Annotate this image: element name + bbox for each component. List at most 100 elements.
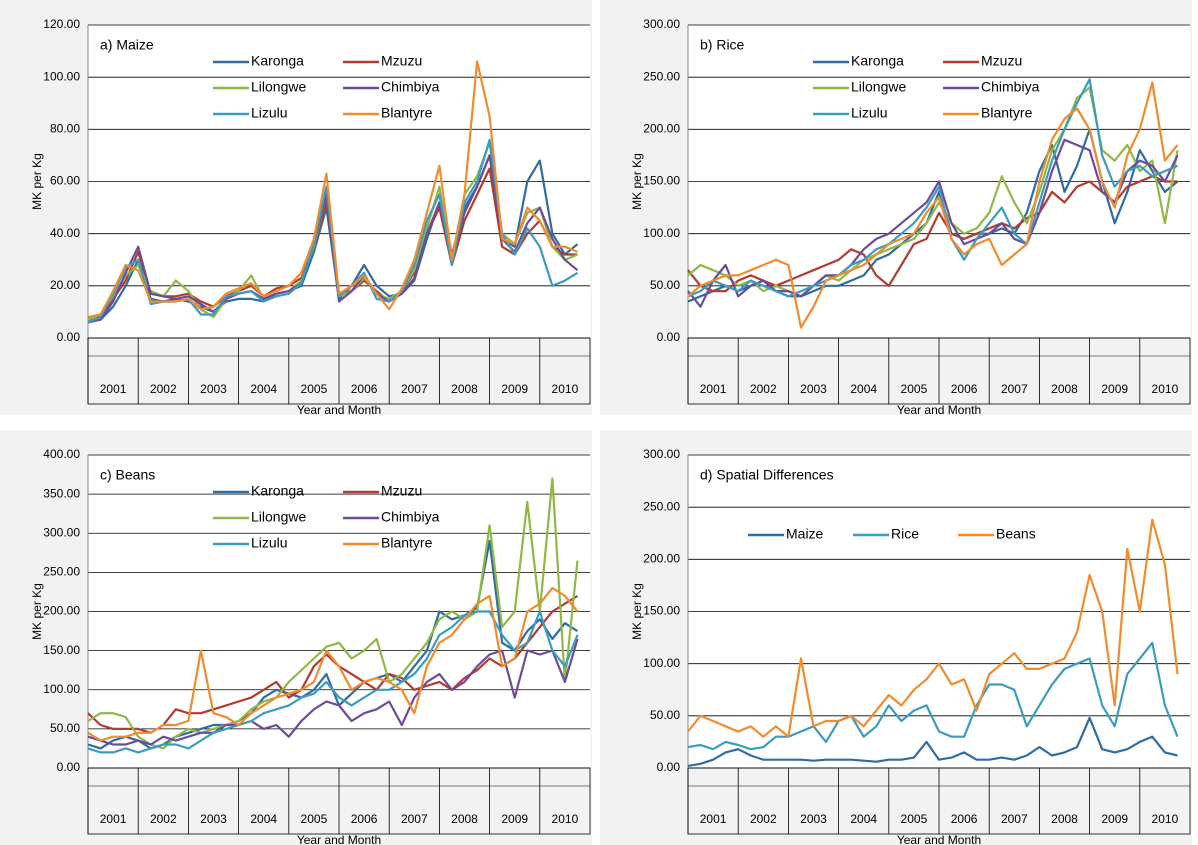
legend-label: Lilongwe <box>251 79 306 95</box>
x-tick-label: 2007 <box>1001 812 1028 826</box>
y-tick-label: 60.00 <box>50 174 80 188</box>
x-tick-label: 2001 <box>100 382 127 396</box>
x-tick-label: 2005 <box>901 812 928 826</box>
y-tick-label: 50.00 <box>50 721 80 735</box>
y-tick-label: 200.00 <box>643 122 680 136</box>
series-line <box>87 477 579 750</box>
y-tick-label: 300.00 <box>43 525 80 539</box>
x-tick-label: 2004 <box>850 382 877 396</box>
series-line <box>87 638 579 746</box>
y-tick-label: 0.00 <box>57 760 81 774</box>
series-line <box>687 138 1179 308</box>
series-line <box>87 594 579 734</box>
x-tick-label: 2003 <box>800 812 827 826</box>
legend-label: Lilongwe <box>851 79 906 95</box>
y-tick-label: 20.00 <box>50 278 80 292</box>
x-tick-label: 2003 <box>200 382 227 396</box>
x-tick-label: 2008 <box>451 812 478 826</box>
x-tick-label: 2005 <box>901 382 928 396</box>
legend-label: Beans <box>996 526 1036 542</box>
y-tick-label: 250.00 <box>643 69 680 83</box>
x-tick-label: 2009 <box>1101 382 1128 396</box>
x-tick-label: 2010 <box>552 812 579 826</box>
series-line <box>687 78 1178 298</box>
x-tick-label: 2002 <box>750 382 777 396</box>
y-axis-title: MK per Kg <box>30 153 44 210</box>
x-tick-label: 2006 <box>351 382 378 396</box>
x-tick-label: 2002 <box>150 812 177 826</box>
legend-label: Maize <box>786 526 824 542</box>
series-line <box>687 641 1179 751</box>
y-tick-label: 100.00 <box>643 656 680 670</box>
y-tick-label: 50.00 <box>650 278 680 292</box>
series-line <box>687 81 1179 329</box>
y-tick-label: 0.00 <box>657 760 681 774</box>
x-tick-label: 2009 <box>1101 812 1128 826</box>
x-tick-label: 2002 <box>750 812 777 826</box>
x-tick-label: 2010 <box>552 382 579 396</box>
x-tick-label: 2006 <box>951 382 978 396</box>
series-line <box>687 716 1178 767</box>
y-axis-title: MK per Kg <box>630 153 644 210</box>
x-axis-title: Year and Month <box>897 833 981 845</box>
x-tick-label: 2005 <box>301 382 328 396</box>
x-tick-label: 2003 <box>200 812 227 826</box>
x-tick-label: 2008 <box>1051 812 1078 826</box>
legend-label: Blantyre <box>381 105 433 121</box>
legend-label: Karonga <box>251 483 304 499</box>
x-tick-label: 2003 <box>800 382 827 396</box>
x-tick-label: 2005 <box>301 812 328 826</box>
x-tick-label: 2004 <box>850 812 877 826</box>
legend-label: Lizulu <box>251 105 288 121</box>
x-tick-label: 2006 <box>351 812 378 826</box>
x-tick-label: 2008 <box>1051 382 1078 396</box>
x-tick-label: 2010 <box>1152 812 1179 826</box>
y-tick-label: 150.00 <box>643 174 680 188</box>
y-tick-label: 250.00 <box>643 499 680 513</box>
legend-label: Lizulu <box>251 535 288 551</box>
x-tick-label: 2004 <box>250 382 277 396</box>
y-tick-label: 150.00 <box>43 643 80 657</box>
x-tick-label: 2010 <box>1152 382 1179 396</box>
y-tick-label: 400.00 <box>43 447 80 461</box>
legend-label: Mzuzu <box>981 53 1022 69</box>
chart-title: a) Maize <box>100 37 154 53</box>
y-tick-label: 50.00 <box>650 708 680 722</box>
y-tick-label: 120.00 <box>43 17 80 31</box>
x-tick-label: 2001 <box>700 812 727 826</box>
legend-label: Blantyre <box>381 535 433 551</box>
series-line <box>87 586 579 742</box>
x-tick-label: 2008 <box>451 382 478 396</box>
y-tick-label: 300.00 <box>643 447 680 461</box>
legend-label: Mzuzu <box>381 483 422 499</box>
series-line <box>87 610 579 754</box>
y-tick-label: 100.00 <box>43 69 80 83</box>
legend-label: Karonga <box>251 53 304 69</box>
y-tick-label: 350.00 <box>43 486 80 500</box>
y-tick-label: 200.00 <box>643 552 680 566</box>
legend-label: Chimbiya <box>381 509 440 525</box>
y-tick-label: 0.00 <box>657 330 681 344</box>
y-tick-label: 0.00 <box>57 330 81 344</box>
legend-label: Lizulu <box>851 105 888 121</box>
x-tick-label: 2006 <box>951 812 978 826</box>
chart-title: b) Rice <box>700 37 745 53</box>
series-line <box>687 175 1178 293</box>
x-tick-label: 2004 <box>250 812 277 826</box>
x-tick-label: 2002 <box>150 382 177 396</box>
y-axis-title: MK per Kg <box>630 583 644 640</box>
y-tick-label: 80.00 <box>50 122 80 136</box>
legend-label: Karonga <box>851 53 904 69</box>
x-tick-label: 2009 <box>501 812 528 826</box>
y-tick-label: 40.00 <box>50 226 80 240</box>
x-tick-label: 2001 <box>700 382 727 396</box>
series-line <box>87 60 578 319</box>
x-axis-title: Year and Month <box>297 403 381 417</box>
y-tick-label: 100.00 <box>643 226 680 240</box>
x-tick-label: 2007 <box>401 382 428 396</box>
x-axis-title: Year and Month <box>897 403 981 417</box>
y-tick-label: 300.00 <box>643 17 680 31</box>
y-tick-label: 200.00 <box>43 604 80 618</box>
y-tick-label: 250.00 <box>43 565 80 579</box>
